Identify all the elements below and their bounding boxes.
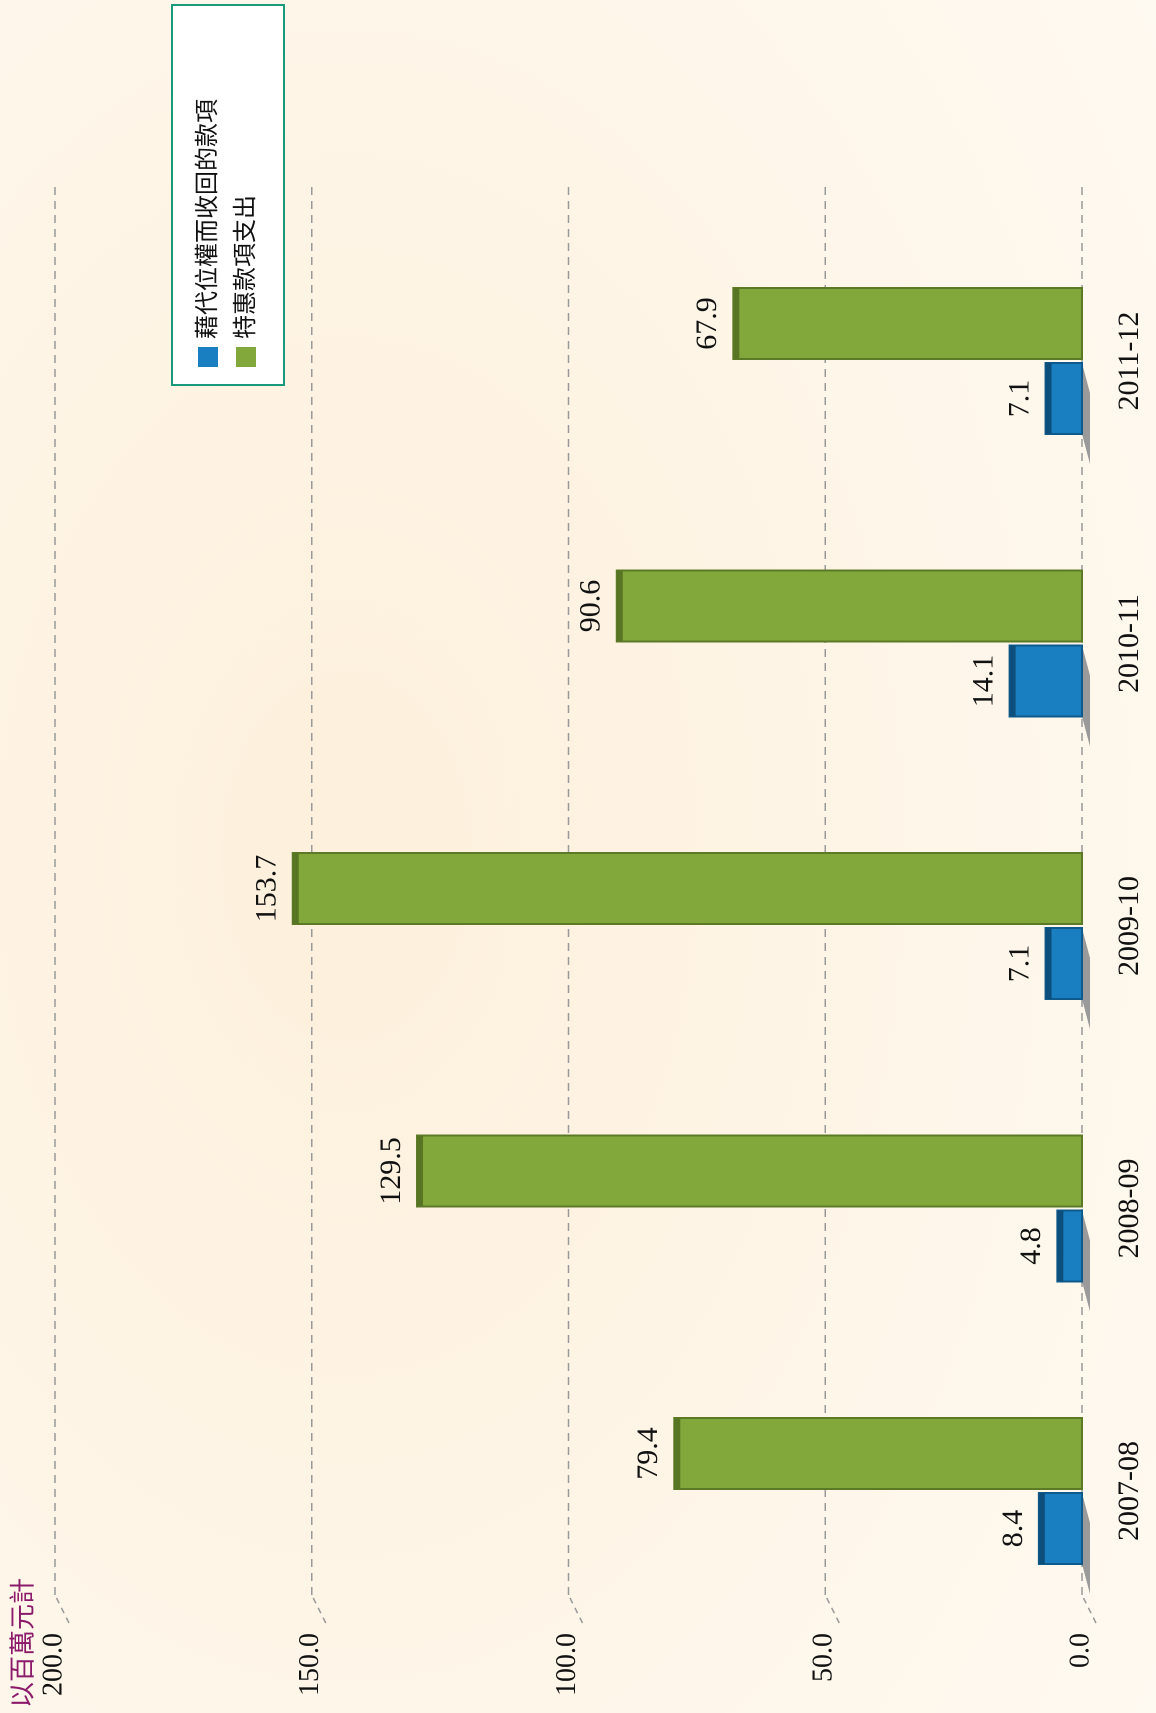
bar-edge bbox=[417, 1135, 424, 1207]
bar-shadow bbox=[1082, 363, 1090, 464]
bar-edge bbox=[292, 853, 299, 924]
x-tick-label: 2007-08 bbox=[1112, 1441, 1145, 1541]
bar-edge bbox=[1009, 645, 1016, 717]
bar bbox=[732, 287, 1083, 360]
legend-swatch bbox=[198, 347, 218, 367]
bar-shadow bbox=[1082, 645, 1090, 747]
legend-swatch bbox=[236, 347, 256, 367]
bar bbox=[1037, 1492, 1083, 1565]
value-label: 67.9 bbox=[690, 297, 723, 350]
bar bbox=[673, 1417, 1083, 1490]
bar bbox=[1008, 644, 1083, 718]
x-tick-label: 2010-11 bbox=[1112, 594, 1145, 693]
bar bbox=[416, 1134, 1083, 1208]
y-tick-label: 50.0 bbox=[808, 1633, 839, 1682]
grid-tail bbox=[311, 1594, 327, 1624]
x-tick-label: 2008-09 bbox=[1112, 1159, 1145, 1259]
bar-shadow bbox=[1082, 1493, 1090, 1594]
bar bbox=[615, 569, 1083, 643]
bar-edge bbox=[1045, 363, 1052, 434]
grid-tail bbox=[54, 1594, 70, 1624]
bar-edge bbox=[1038, 1493, 1045, 1564]
legend-label: 特惠款項支出 bbox=[231, 195, 259, 339]
bar-edge bbox=[616, 570, 623, 642]
chart-title: 以百萬元計 bbox=[9, 1578, 39, 1708]
value-label: 79.4 bbox=[631, 1427, 664, 1480]
value-label: 7.1 bbox=[1002, 380, 1035, 418]
y-tick-label: 150.0 bbox=[294, 1633, 325, 1696]
legend-label: 藉代位權而收回的款項 bbox=[193, 99, 221, 339]
grid-tail bbox=[1081, 1594, 1097, 1624]
value-label: 14.1 bbox=[966, 655, 999, 708]
plot: 以百萬元計 0.0 50.0 100.0 150.0 200.0 2007-08 8.4 79… bbox=[9, 4, 1145, 1708]
grid-tail bbox=[824, 1594, 840, 1624]
value-label: 8.4 bbox=[996, 1510, 1029, 1548]
grid-tail bbox=[567, 1594, 584, 1624]
x-tick-label: 2009-10 bbox=[1112, 876, 1145, 976]
bar-edge bbox=[1045, 928, 1052, 999]
x-tick-label: 2011-12 bbox=[1112, 312, 1145, 411]
bar-edge bbox=[674, 1418, 681, 1489]
y-tick-label: 100.0 bbox=[551, 1633, 582, 1696]
y-tick-label: 200.0 bbox=[37, 1633, 68, 1696]
bar-edge bbox=[1057, 1210, 1064, 1282]
bar-shadow bbox=[1082, 928, 1090, 1029]
bar-shadow bbox=[1082, 1210, 1090, 1312]
bar-edge bbox=[733, 288, 740, 359]
value-label: 153.7 bbox=[250, 855, 283, 923]
value-label: 90.6 bbox=[574, 580, 607, 633]
legend-box bbox=[171, 4, 285, 386]
y-tick-label: 0.0 bbox=[1064, 1633, 1095, 1668]
value-label: 4.8 bbox=[1014, 1227, 1047, 1265]
value-label: 129.5 bbox=[374, 1137, 407, 1205]
bar bbox=[291, 852, 1083, 925]
value-label: 7.1 bbox=[1002, 945, 1035, 983]
